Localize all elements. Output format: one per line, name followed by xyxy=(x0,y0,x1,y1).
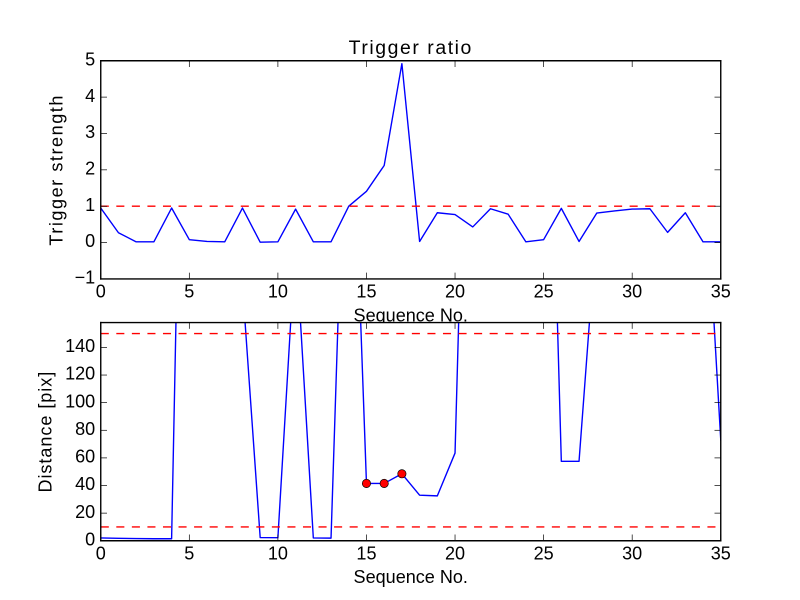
svg-text:3: 3 xyxy=(85,122,95,142)
svg-text:100: 100 xyxy=(65,391,95,411)
svg-text:4: 4 xyxy=(85,86,95,106)
svg-text:Trigger strength: Trigger strength xyxy=(46,94,66,246)
svg-text:Trigger ratio: Trigger ratio xyxy=(349,37,473,59)
svg-text:30: 30 xyxy=(622,282,642,302)
svg-text:25: 25 xyxy=(534,543,554,563)
svg-text:15: 15 xyxy=(356,282,376,302)
svg-text:15: 15 xyxy=(356,543,376,563)
svg-text:Sequence No.: Sequence No. xyxy=(354,305,468,325)
svg-text:35: 35 xyxy=(711,282,731,302)
svg-text:40: 40 xyxy=(75,474,95,494)
svg-text:140: 140 xyxy=(65,336,95,356)
svg-text:30: 30 xyxy=(622,543,642,563)
svg-text:0: 0 xyxy=(85,231,95,251)
svg-text:Sequence No.: Sequence No. xyxy=(354,567,468,587)
svg-text:2: 2 xyxy=(85,159,95,179)
svg-text:35: 35 xyxy=(711,543,731,563)
svg-text:80: 80 xyxy=(75,419,95,439)
svg-text:0: 0 xyxy=(85,529,95,549)
svg-text:10: 10 xyxy=(268,282,288,302)
svg-text:120: 120 xyxy=(65,364,95,384)
svg-text:1: 1 xyxy=(85,195,95,215)
svg-text:60: 60 xyxy=(75,447,95,467)
svg-text:10: 10 xyxy=(268,543,288,563)
svg-text:Distance [pix]: Distance [pix] xyxy=(35,371,55,493)
svg-text:5: 5 xyxy=(85,49,95,69)
svg-text:20: 20 xyxy=(445,282,465,302)
svg-text:25: 25 xyxy=(534,282,554,302)
svg-text:−1: −1 xyxy=(75,268,96,288)
svg-text:5: 5 xyxy=(184,543,194,563)
svg-text:20: 20 xyxy=(75,502,95,522)
svg-text:5: 5 xyxy=(184,282,194,302)
svg-text:0: 0 xyxy=(96,282,106,302)
svg-text:20: 20 xyxy=(445,543,465,563)
svg-text:0: 0 xyxy=(96,543,106,563)
